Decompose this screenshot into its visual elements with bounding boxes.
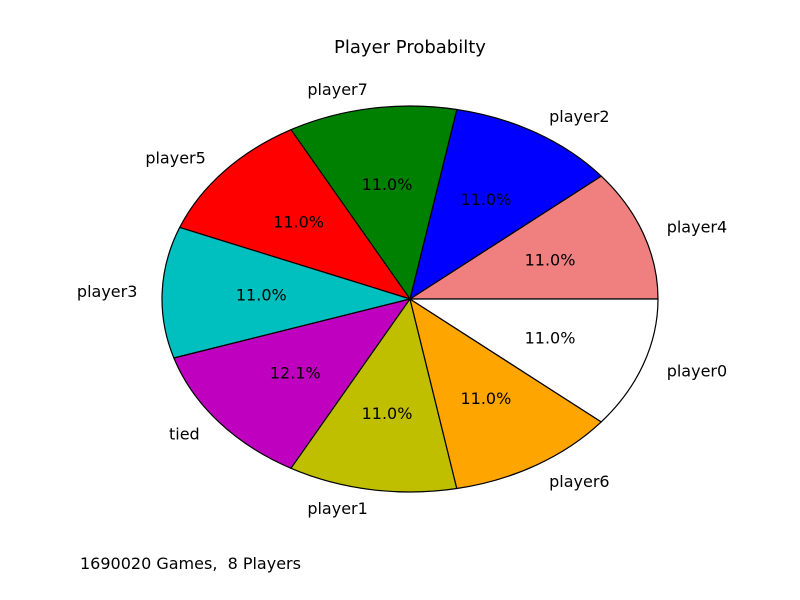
pie-slice-player2 (409, 108, 602, 300)
chart-title: Player Probabilty (334, 37, 486, 58)
pie-slice-player4 (409, 175, 659, 300)
slice-label-player1: player1 (307, 499, 367, 518)
pie-labels: player4 11.0% player2 11.0% player7 11.0% play… (77, 80, 727, 518)
games-players-note: 1690020 Games, 8 Players (80, 554, 301, 573)
pct-label-player4: 11.0% (525, 250, 576, 269)
slice-label-player6: player6 (549, 472, 609, 491)
pie-slice-player7 (290, 105, 458, 300)
pct-label-player6: 11.0% (460, 389, 511, 408)
slice-label-tied: tied (169, 425, 200, 444)
pie-slice-player0 (409, 298, 659, 423)
slice-label-player5: player5 (145, 149, 205, 168)
slice-label-player7: player7 (307, 80, 367, 99)
pie-slice-player5 (179, 129, 411, 300)
pie-slice-player6 (409, 298, 602, 490)
pie-slice-player1 (290, 298, 458, 493)
pct-label-player5: 11.0% (273, 213, 324, 232)
pct-label-player3: 11.0% (236, 286, 287, 305)
pct-label-player7: 11.0% (362, 175, 413, 194)
slice-label-player0: player0 (667, 361, 727, 380)
pie-slices (161, 105, 659, 493)
pct-label-player0: 11.0% (525, 329, 576, 348)
slice-label-player2: player2 (549, 107, 609, 126)
slice-label-player4: player4 (667, 218, 727, 237)
pct-label-player1: 11.0% (362, 404, 413, 423)
pct-label-tied: 12.1% (270, 363, 321, 382)
pct-label-player2: 11.0% (460, 190, 511, 209)
slice-label-player3: player3 (77, 282, 137, 301)
pie-slice-player3 (161, 226, 411, 359)
pie-slice-tied (173, 298, 411, 469)
